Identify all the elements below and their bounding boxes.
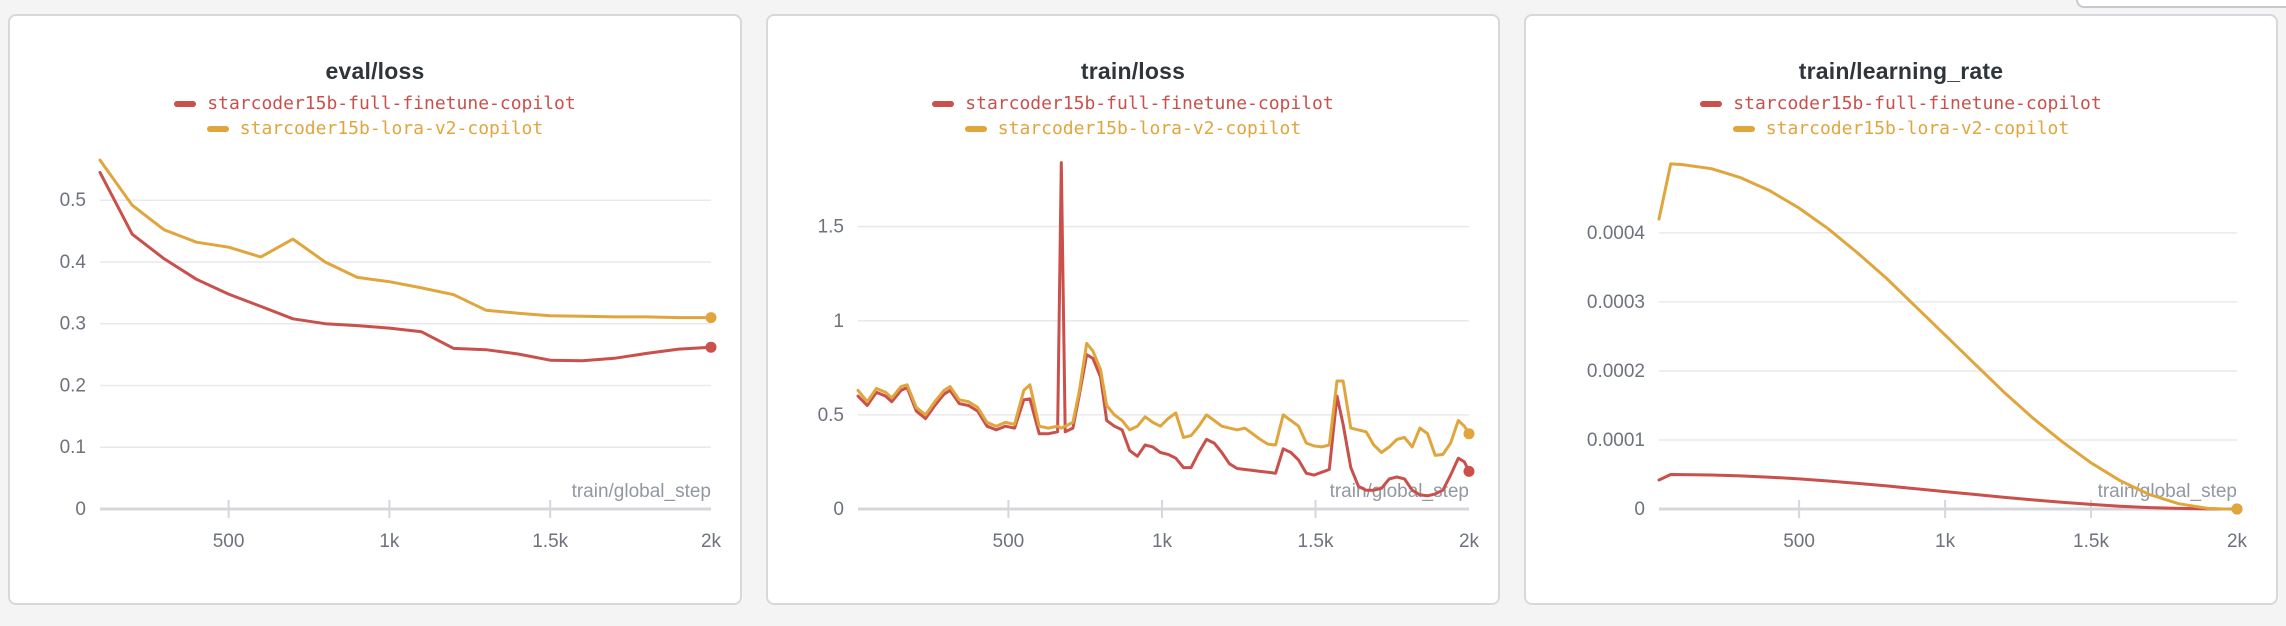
legend-item-full-finetune[interactable]: starcoder15b-full-finetune-copilot bbox=[174, 93, 576, 114]
svg-text:0: 0 bbox=[1634, 499, 1645, 520]
legend-swatch-dash-icon bbox=[964, 125, 987, 132]
svg-text:1.5k: 1.5k bbox=[532, 531, 568, 552]
legend-item-lora-v2[interactable]: starcoder15b-lora-v2-copilot bbox=[206, 118, 544, 139]
legend: starcoder15b-full-finetune-copilot starc… bbox=[768, 93, 1498, 139]
legend-label: starcoder15b-lora-v2-copilot bbox=[239, 118, 544, 139]
svg-text:1k: 1k bbox=[379, 531, 400, 552]
svg-text:1k: 1k bbox=[1152, 531, 1173, 552]
svg-text:0.2: 0.2 bbox=[60, 376, 86, 397]
svg-text:0.1: 0.1 bbox=[60, 437, 86, 458]
svg-text:0.0003: 0.0003 bbox=[1587, 292, 1645, 313]
svg-text:500: 500 bbox=[993, 531, 1025, 552]
svg-text:0.0001: 0.0001 bbox=[1587, 430, 1645, 451]
svg-text:0: 0 bbox=[833, 499, 844, 520]
legend-swatch-dash-icon bbox=[1732, 125, 1755, 132]
svg-text:1k: 1k bbox=[1935, 531, 1956, 552]
svg-text:0.0002: 0.0002 bbox=[1587, 361, 1645, 382]
partial-panel-above bbox=[2076, 0, 2286, 8]
legend-swatch-dash-icon bbox=[1700, 100, 1723, 107]
legend-label: starcoder15b-full-finetune-copilot bbox=[1733, 93, 2102, 114]
chart-title-train-loss: train/loss bbox=[1080, 58, 1186, 84]
svg-text:1.5k: 1.5k bbox=[2073, 531, 2109, 552]
chart-title-eval-loss: eval/loss bbox=[325, 58, 425, 84]
svg-text:1: 1 bbox=[833, 311, 844, 332]
svg-text:2k: 2k bbox=[2227, 531, 2248, 552]
legend-item-lora-v2[interactable]: starcoder15b-lora-v2-copilot bbox=[1732, 118, 2070, 139]
legend-label: starcoder15b-lora-v2-copilot bbox=[997, 118, 1302, 139]
line-chart-eval-loss[interactable]: 0 0.1 0.2 0.3 0.4 0.5 500 1k 1.5k 2k train/global_… bbox=[21, 149, 729, 589]
legend-swatch-dash-icon bbox=[206, 125, 229, 132]
chart-title-train-learning-rate: train/learning_rate bbox=[1798, 58, 2004, 84]
svg-text:0.5: 0.5 bbox=[818, 405, 844, 426]
svg-text:0.5: 0.5 bbox=[60, 190, 86, 211]
svg-text:500: 500 bbox=[213, 531, 245, 552]
legend-swatch-dash-icon bbox=[174, 100, 197, 107]
legend: starcoder15b-full-finetune-copilot starc… bbox=[10, 93, 740, 139]
svg-text:train/global_step: train/global_step bbox=[572, 481, 711, 502]
svg-text:500: 500 bbox=[1783, 531, 1815, 552]
legend: starcoder15b-full-finetune-copilot starc… bbox=[1526, 93, 2276, 139]
legend-swatch-dash-icon bbox=[932, 100, 955, 107]
svg-text:train/global_step: train/global_step bbox=[1330, 481, 1469, 502]
svg-text:2k: 2k bbox=[701, 531, 722, 552]
svg-text:0.0004: 0.0004 bbox=[1587, 223, 1646, 244]
svg-text:0.4: 0.4 bbox=[60, 252, 87, 273]
svg-text:0.3: 0.3 bbox=[60, 314, 86, 335]
svg-text:0: 0 bbox=[75, 499, 86, 520]
legend-label: starcoder15b-full-finetune-copilot bbox=[965, 93, 1334, 114]
svg-text:1.5: 1.5 bbox=[818, 217, 844, 238]
chart-panel-train-learning-rate[interactable]: train/learning_rate starcoder15b-full-fi… bbox=[1524, 14, 2278, 605]
legend-label: starcoder15b-full-finetune-copilot bbox=[207, 93, 576, 114]
legend-item-full-finetune[interactable]: starcoder15b-full-finetune-copilot bbox=[932, 93, 1334, 114]
line-chart-train-loss[interactable]: 0 0.5 1 1.5 500 1k 1.5k 2k train/global_step bbox=[779, 149, 1487, 589]
legend-item-lora-v2[interactable]: starcoder15b-lora-v2-copilot bbox=[964, 118, 1302, 139]
chart-panel-train-loss[interactable]: train/loss starcoder15b-full-finetune-co… bbox=[766, 14, 1500, 605]
svg-text:2k: 2k bbox=[1459, 531, 1480, 552]
legend-label: starcoder15b-lora-v2-copilot bbox=[1765, 118, 2070, 139]
svg-text:1.5k: 1.5k bbox=[1298, 531, 1334, 552]
legend-item-full-finetune[interactable]: starcoder15b-full-finetune-copilot bbox=[1700, 93, 2102, 114]
chart-panel-eval-loss[interactable]: eval/loss starcoder15b-full-finetune-cop… bbox=[8, 14, 742, 605]
